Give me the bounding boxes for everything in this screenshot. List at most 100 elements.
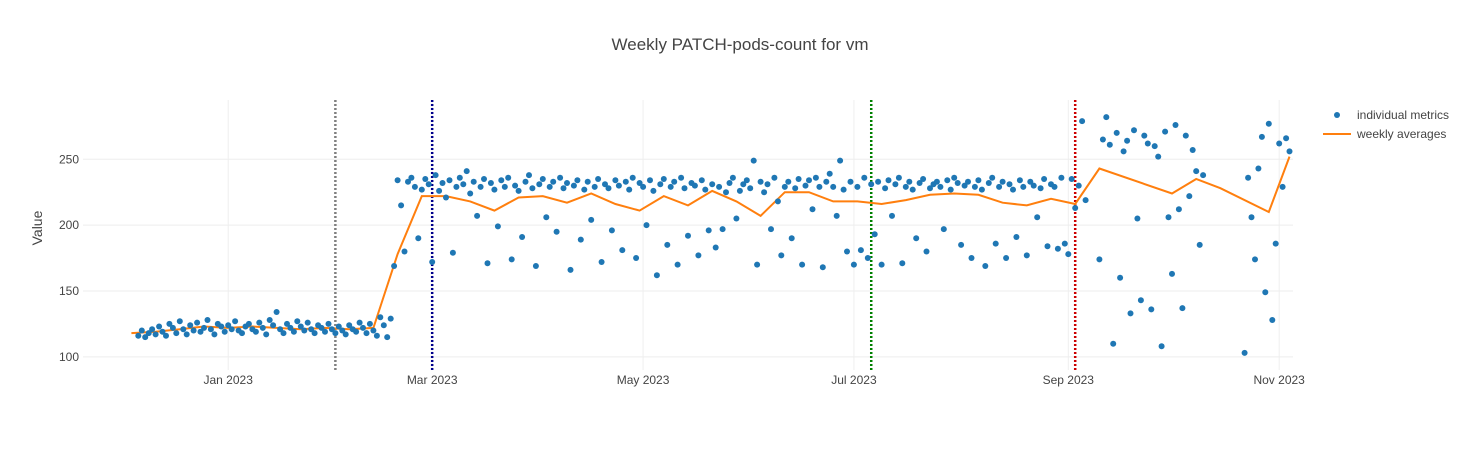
data-point [564, 180, 570, 186]
legend-label: individual metrics [1357, 108, 1449, 122]
data-point [674, 261, 681, 268]
data-point [553, 228, 560, 235]
data-point [453, 183, 460, 190]
data-point [1279, 183, 1286, 190]
data-point [408, 174, 415, 181]
x-tick-label: Mar 2023 [407, 373, 458, 387]
data-point [1068, 176, 1075, 182]
data-point [647, 177, 653, 184]
data-point [256, 319, 263, 326]
data-point [1058, 174, 1065, 181]
data-point [449, 249, 456, 256]
data-point [1241, 349, 1248, 356]
data-point [149, 326, 156, 333]
data-point [487, 180, 494, 186]
data-point [436, 187, 443, 194]
data-point [1276, 140, 1283, 147]
data-point [951, 174, 958, 181]
data-point [965, 178, 971, 185]
data-point [588, 216, 595, 223]
data-point [740, 181, 747, 188]
data-point [1117, 274, 1124, 281]
data-point [615, 182, 622, 189]
data-point [1258, 133, 1265, 140]
data-point [1186, 193, 1193, 200]
data-point [173, 330, 180, 337]
data-point [999, 178, 1006, 185]
y-axis-label: Value [29, 210, 45, 245]
data-point [608, 227, 615, 234]
data-point [1245, 174, 1252, 181]
data-point [391, 263, 398, 269]
data-point [225, 322, 232, 329]
data-point [353, 328, 360, 335]
data-point [785, 178, 792, 185]
data-point [1162, 128, 1169, 135]
legend[interactable]: individual metrics weekly averages [1323, 108, 1449, 141]
data-point [1037, 185, 1044, 192]
data-point [574, 177, 581, 184]
data-point [1182, 132, 1189, 139]
data-point [1110, 340, 1117, 347]
y-tick-label: 150 [59, 284, 79, 298]
data-point [795, 176, 802, 182]
data-point [491, 186, 498, 193]
data-point [363, 330, 370, 337]
data-point [868, 181, 875, 188]
data-point [322, 328, 328, 335]
data-point [1016, 177, 1023, 184]
data-point [526, 172, 532, 179]
data-point [484, 260, 491, 267]
data-point [736, 187, 743, 194]
data-point [709, 181, 716, 188]
data-point [1075, 182, 1082, 189]
data-point [595, 176, 602, 182]
data-point [961, 182, 968, 189]
data-point [816, 183, 823, 190]
data-point [187, 322, 194, 329]
data-point [750, 157, 757, 164]
data-point [889, 212, 895, 219]
data-point [664, 241, 671, 248]
data-point [885, 177, 892, 184]
data-point [719, 226, 726, 233]
data-point [159, 328, 166, 335]
data-point [401, 248, 408, 255]
legend-item-individual-metrics[interactable]: individual metrics [1334, 108, 1449, 122]
data-point [270, 322, 277, 329]
data-point [218, 323, 225, 330]
legend-item-weekly-averages[interactable]: weekly averages [1323, 127, 1446, 141]
data-point [366, 320, 373, 327]
data-point [819, 264, 826, 271]
data-point [985, 180, 992, 186]
data-point [1151, 143, 1158, 150]
data-point [1072, 205, 1079, 211]
x-tick-label: Sep 2023 [1043, 373, 1095, 387]
data-point [774, 198, 781, 205]
data-point [183, 331, 190, 338]
data-point [328, 326, 335, 333]
axis-ticks: 100 150 200 250 Jan 2023 Mar 2023 May 2023 Jul … [59, 152, 1305, 387]
data-point [1127, 310, 1134, 317]
data-point [1165, 214, 1172, 221]
data-point [833, 212, 840, 219]
data-point [304, 319, 311, 326]
individual-metrics-layer [135, 114, 1293, 356]
data-point [643, 222, 650, 229]
data-point [567, 266, 574, 273]
data-point [1262, 289, 1269, 296]
data-point [411, 183, 418, 190]
data-point [954, 180, 961, 186]
data-point [695, 252, 702, 259]
data-point [1272, 240, 1279, 247]
data-point [861, 174, 868, 181]
data-point [529, 185, 536, 192]
data-point [978, 186, 985, 193]
data-point [443, 194, 449, 201]
data-point [190, 327, 197, 334]
data-point [871, 231, 878, 238]
data-point [1061, 240, 1068, 247]
data-point [284, 320, 290, 327]
data-point [806, 177, 812, 184]
data-point [1003, 255, 1010, 261]
